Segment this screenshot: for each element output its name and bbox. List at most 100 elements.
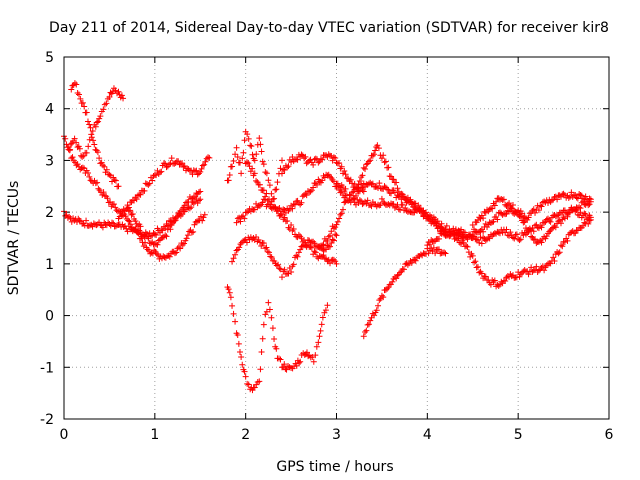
- data-point: [494, 228, 501, 235]
- data-point: [548, 197, 555, 204]
- data-point: [153, 241, 160, 248]
- data-point: [319, 177, 326, 184]
- data-point: [572, 230, 579, 237]
- data-point: [321, 255, 328, 262]
- data-point: [239, 155, 246, 162]
- data-point: [525, 271, 532, 278]
- data-point: [513, 231, 520, 238]
- data-point: [530, 206, 537, 213]
- x-axis-label: GPS time / hours: [276, 459, 393, 475]
- data-point: [360, 164, 367, 171]
- data-point: [166, 161, 173, 168]
- data-point: [577, 191, 584, 198]
- data-point: [254, 238, 261, 245]
- data-point: [323, 246, 330, 253]
- data-point: [487, 281, 494, 288]
- data-point: [277, 165, 284, 172]
- data-point: [266, 249, 273, 256]
- data-point: [158, 226, 165, 233]
- data-point: [62, 135, 69, 142]
- data-point: [367, 202, 374, 209]
- data-point: [408, 259, 415, 266]
- data-point: [205, 154, 212, 161]
- data-point: [552, 193, 559, 200]
- data-point: [163, 164, 170, 171]
- data-point: [269, 325, 276, 332]
- data-point: [185, 204, 192, 211]
- data-point: [342, 185, 349, 192]
- data-point: [569, 206, 576, 213]
- data-point: [303, 160, 310, 167]
- data-point: [103, 100, 110, 107]
- data-point: [149, 177, 156, 184]
- data-point: [171, 218, 178, 225]
- data-point: [517, 236, 524, 243]
- data-point: [230, 158, 237, 165]
- x-tick-label: 3: [332, 427, 341, 443]
- data-point: [260, 240, 267, 247]
- data-point: [137, 223, 144, 230]
- data-point: [582, 211, 589, 218]
- data-point: [581, 201, 588, 208]
- data-point: [110, 174, 117, 181]
- data-point: [398, 190, 405, 197]
- data-point: [317, 155, 324, 162]
- data-point: [513, 209, 520, 216]
- data-point: [525, 226, 532, 233]
- data-point: [497, 230, 503, 237]
- data-point: [268, 198, 275, 205]
- data-point: [88, 131, 95, 138]
- data-point: [111, 176, 118, 183]
- data-point: [249, 151, 256, 158]
- data-point: [349, 189, 356, 196]
- data-point: [460, 229, 467, 236]
- data-point: [272, 186, 279, 193]
- data-point: [319, 314, 326, 321]
- data-point: [142, 239, 149, 246]
- data-point: [369, 180, 376, 187]
- data-point: [160, 160, 167, 167]
- data-point: [253, 177, 260, 184]
- data-point: [184, 232, 191, 239]
- data-point: [194, 171, 201, 178]
- data-point: [499, 196, 506, 203]
- data-point: [271, 195, 278, 202]
- data-point: [393, 179, 400, 186]
- data-point: [508, 206, 515, 213]
- data-point: [155, 252, 162, 259]
- data-point: [68, 155, 75, 162]
- data-point: [371, 312, 378, 319]
- data-point: [302, 153, 309, 160]
- data-point: [263, 190, 270, 197]
- plot-area: [61, 80, 594, 394]
- data-point: [273, 262, 280, 269]
- data-point: [342, 198, 349, 205]
- data-point: [135, 230, 142, 237]
- data-point: [240, 212, 247, 219]
- data-point: [351, 180, 358, 187]
- data-point: [249, 236, 256, 243]
- data-point: [104, 195, 111, 202]
- data-point: [308, 187, 315, 194]
- data-point: [273, 345, 280, 352]
- data-point: [312, 180, 319, 187]
- data-point: [478, 240, 485, 247]
- data-point: [268, 254, 275, 261]
- data-point: [360, 188, 367, 195]
- data-point: [365, 321, 372, 328]
- data-point: [362, 165, 369, 172]
- data-point: [181, 240, 188, 247]
- data-point: [85, 222, 92, 229]
- data-point: [133, 196, 140, 203]
- data-point: [75, 163, 82, 170]
- data-point: [275, 207, 282, 214]
- x-tick-label: 5: [514, 427, 523, 443]
- data-point: [538, 239, 545, 246]
- x-tick-label: 1: [150, 427, 159, 443]
- data-point: [91, 141, 98, 148]
- data-point: [281, 361, 288, 368]
- data-point: [547, 218, 554, 225]
- data-point: [257, 141, 264, 148]
- data-point: [478, 212, 485, 219]
- data-point: [384, 186, 391, 193]
